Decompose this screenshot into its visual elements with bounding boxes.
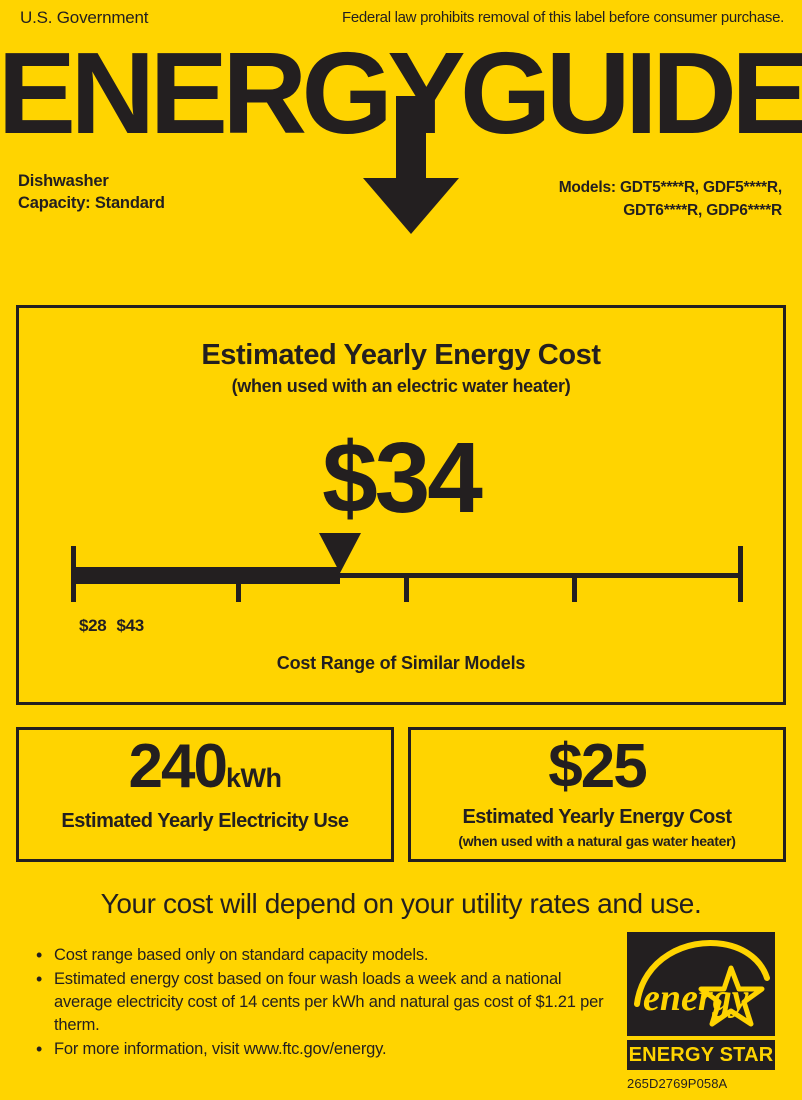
electricity-use-value: 240 <box>128 732 228 801</box>
energy-star-logo: energy ENERGY STAR <box>627 932 775 1070</box>
gas-cost-value: $25 <box>548 732 647 801</box>
scale-filled-portion <box>71 567 340 584</box>
footer-bullet-text: For more information, visit www.ftc.gov/… <box>54 1040 387 1058</box>
bullet-dot-icon: • <box>36 969 43 989</box>
product-type-text: Dishwasher <box>18 172 109 190</box>
cost-range-scale: $28 $43 <box>19 533 783 648</box>
footer-bullet-text: Cost range based only on standard capaci… <box>54 946 429 964</box>
footer-bullet-item: • Estimated energy cost based on four was… <box>36 968 616 1037</box>
energy-star-bar: ENERGY STAR <box>627 1040 775 1070</box>
scale-tick <box>236 578 241 602</box>
estimated-yearly-energy-cost-gas-box: $25 Estimated Yearly Energy Cost (when u… <box>408 727 786 862</box>
cost-range-high-label: $43 <box>116 616 144 635</box>
cost-range-caption: Cost Range of Similar Models <box>276 653 526 673</box>
footer-bullet-item: • Cost range based only on standard capac… <box>36 944 616 967</box>
energy-star-swoosh-star-icon: energy <box>634 940 770 1027</box>
us-government-text: U.S. Government <box>20 8 149 27</box>
cost-marker-triangle-icon <box>318 533 361 573</box>
down-arrow-head-icon <box>363 178 459 234</box>
footer-bullet-list: • Cost range based only on standard capac… <box>36 944 616 1062</box>
cost-range-endpoint-labels: $28 $43 <box>79 616 144 636</box>
main-box-title: Estimated Yearly Energy Cost <box>201 339 601 371</box>
estimated-yearly-energy-cost-box: Estimated Yearly Energy Cost (when used … <box>16 305 786 705</box>
part-number-text: 265D2769P058A <box>627 1076 728 1091</box>
annual-cost-value: $34 <box>322 422 483 534</box>
gas-cost-caption: Estimated Yearly Energy Cost <box>462 806 732 828</box>
footer-headline: Your cost will depend on your utility ra… <box>100 888 702 919</box>
bullet-dot-icon: • <box>36 945 43 965</box>
federal-law-notice: Federal law prohibits removal of this la… <box>341 9 784 26</box>
models-block: Models: GDT5****R, GDF5****R, GDT6****R,… <box>558 176 783 222</box>
energy-star-script-word: energy <box>643 977 749 1019</box>
down-arrow-shaft-icon <box>396 96 426 188</box>
product-info: Dishwasher Capacity: Standard <box>18 170 165 214</box>
scale-axis-line <box>71 573 743 578</box>
energy-star-bar-text: ENERGY STAR <box>628 1044 774 1066</box>
gas-cost-subcaption: (when used with a natural gas water heat… <box>458 833 736 849</box>
estimated-yearly-electricity-use-box: 240kWh Estimated Yearly Electricity Use <box>16 727 394 862</box>
electricity-use-value-row: 240kWh <box>19 736 391 809</box>
electricity-use-caption: Estimated Yearly Electricity Use <box>61 810 349 832</box>
footer-bullet-text: Estimated energy cost based on four wash… <box>54 970 604 1034</box>
scale-tick <box>404 578 409 602</box>
scale-right-endcap <box>738 546 743 602</box>
scale-left-endcap <box>71 546 76 602</box>
footer-bullet-item: • For more information, visit www.ftc.gov… <box>36 1038 616 1061</box>
main-box-subtitle: (when used with an electric water heater… <box>231 376 571 396</box>
models-line-2: GDT6****R, GDP6****R <box>623 202 782 219</box>
electricity-use-unit: kWh <box>225 763 282 793</box>
capacity-text: Capacity: Standard <box>18 194 165 212</box>
bullet-dot-icon: • <box>36 1039 43 1059</box>
scale-tick <box>572 578 577 602</box>
cost-range-low-label: $28 <box>79 616 107 635</box>
models-line-1: Models: GDT5****R, GDF5****R, <box>558 179 783 196</box>
